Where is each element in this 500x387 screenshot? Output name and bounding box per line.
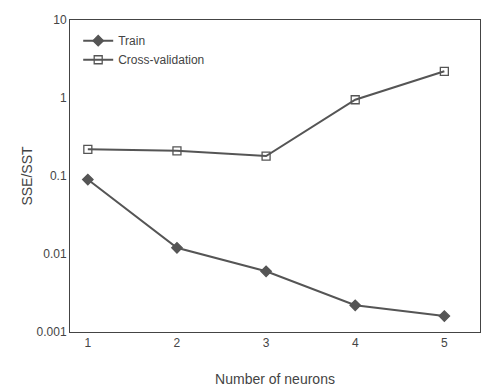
svg-text:SSE/SST: SSE/SST: [19, 146, 35, 206]
svg-text:0.1: 0.1: [50, 169, 67, 183]
svg-text:1: 1: [60, 91, 67, 105]
svg-text:2: 2: [174, 336, 181, 350]
svg-text:0.01: 0.01: [43, 247, 67, 261]
svg-text:10: 10: [53, 13, 67, 27]
svg-text:Number of neurons: Number of neurons: [215, 371, 335, 387]
svg-text:1: 1: [84, 336, 91, 350]
svg-text:Train: Train: [118, 34, 145, 48]
svg-text:4: 4: [352, 336, 359, 350]
svg-text:0.001: 0.001: [37, 325, 67, 339]
svg-text:Cross-validation: Cross-validation: [118, 53, 204, 67]
svg-text:5: 5: [441, 336, 448, 350]
svg-text:3: 3: [263, 336, 270, 350]
